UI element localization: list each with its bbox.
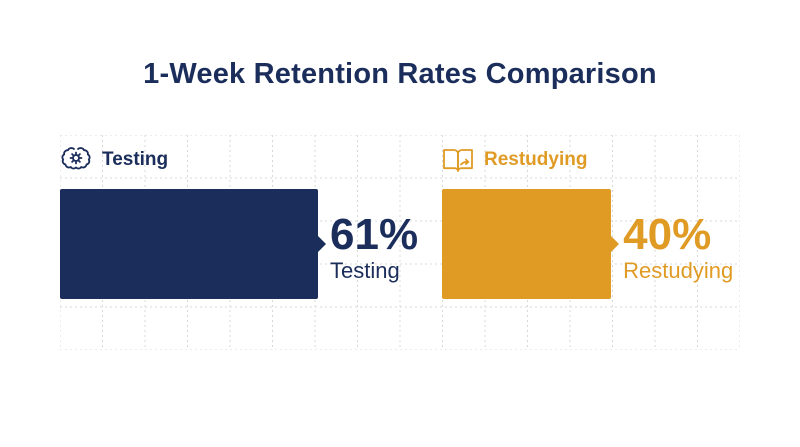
chart-title: 1-Week Retention Rates Comparison [143, 58, 657, 90]
restudying-header-label: Restudying [484, 149, 588, 170]
testing-category-label: Testing [330, 258, 400, 283]
open-book-icon [442, 146, 474, 174]
testing-bar-pointer [317, 236, 326, 252]
restudying-bar [442, 189, 612, 299]
testing-header: Testing [60, 146, 168, 174]
testing-bar [60, 189, 318, 299]
testing-header-label: Testing [102, 149, 169, 170]
brain-gear-icon [60, 146, 92, 174]
restudying-bar-pointer [610, 236, 619, 252]
restudying-value-label: 40% [623, 210, 712, 259]
restudying-header: Restudying [442, 146, 587, 174]
restudying-category-label: Restudying [623, 258, 734, 283]
background-grid [60, 135, 740, 350]
testing-value-label: 61% [330, 210, 419, 259]
